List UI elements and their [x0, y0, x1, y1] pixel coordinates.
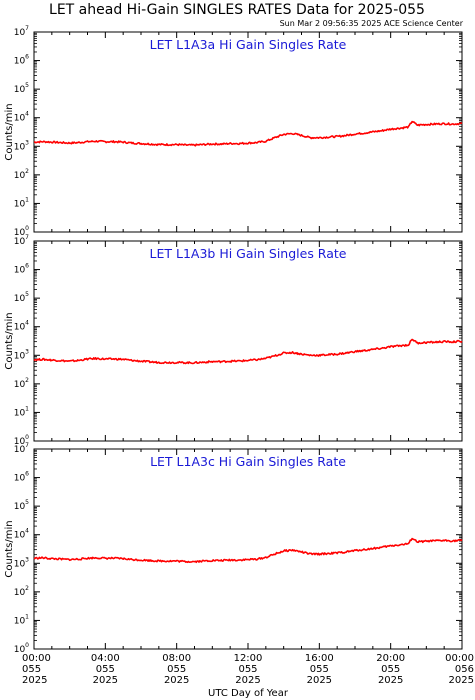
panel-l1a3a: 100 101 102 103 104 105 106 107 Counts/min LET L1… — [4, 25, 463, 238]
x-tick-label: 055 — [167, 664, 186, 675]
y-tick-label: 105 — [14, 82, 29, 95]
y-tick-label: 103 — [14, 556, 29, 569]
panel-l1a3c: 100 101 102 103 104 105 106 107 Counts/min LET L1… — [4, 442, 463, 655]
series-line — [33, 120, 463, 147]
x-axis-ticks: 00:00055202504:00055202508:00055202512:0… — [22, 653, 474, 686]
y-tick-label: 100 — [14, 434, 29, 447]
x-tick-label: 2025 — [307, 675, 332, 686]
x-tick-label: 00:00 — [22, 653, 51, 664]
plot-frame — [33, 31, 463, 233]
plot-frame — [33, 240, 463, 442]
y-tick-label: 104 — [14, 111, 29, 124]
x-tick-label: 2025 — [449, 675, 474, 686]
panel-title: LET L1A3b Hi Gain Singles Rate — [150, 246, 347, 261]
x-tick-label: 2025 — [235, 675, 260, 686]
x-tick-label: 055 — [238, 664, 257, 675]
x-tick-label: 2025 — [22, 675, 47, 686]
y-tick-label: 105 — [14, 499, 29, 512]
panel-title: LET L1A3a Hi Gain Singles Rate — [150, 37, 347, 52]
x-tick-label: 055 — [96, 664, 115, 675]
y-tick-label: 106 — [14, 471, 29, 484]
x-axis-label: UTC Day of Year — [208, 688, 289, 699]
x-tick-label: 12:00 — [234, 653, 263, 664]
y-tick-label: 106 — [14, 263, 29, 276]
y-tick-label: 103 — [14, 139, 29, 152]
y-tick-label: 102 — [14, 377, 29, 390]
y-tick-label: 103 — [14, 348, 29, 361]
timestamp: Sun Mar 2 09:56:35 2025 ACE Science Cent… — [280, 19, 464, 28]
y-tick-label: 106 — [14, 54, 29, 67]
series-line — [33, 537, 463, 564]
x-tick-label: 08:00 — [162, 653, 191, 664]
figure-title: LET ahead Hi-Gain SINGLES RATES Data for… — [49, 2, 425, 18]
x-tick-label: 055 — [310, 664, 329, 675]
panel-l1a3b: 100 101 102 103 104 105 106 107 Counts/min LET L1… — [4, 234, 463, 447]
x-tick-label: 2025 — [93, 675, 118, 686]
x-tick-label: 055 — [22, 664, 41, 675]
y-axis-label: Counts/min — [4, 103, 15, 160]
y-tick-label: 107 — [14, 25, 29, 38]
x-tick-label: 055 — [381, 664, 400, 675]
x-tick-label: 2025 — [378, 675, 403, 686]
y-tick-label: 100 — [14, 225, 29, 238]
series-line — [33, 338, 463, 365]
x-tick-label: 056 — [455, 664, 474, 675]
plot-frame — [33, 448, 463, 650]
x-tick-label: 04:00 — [91, 653, 120, 664]
y-tick-label: 102 — [14, 585, 29, 598]
y-tick-label: 101 — [14, 196, 29, 209]
y-tick-label: 105 — [14, 291, 29, 304]
x-tick-label: 00:00 — [445, 653, 474, 664]
x-tick-label: 16:00 — [305, 653, 334, 664]
y-tick-label: 104 — [14, 320, 29, 333]
y-tick-label: 107 — [14, 442, 29, 455]
panel-title: LET L1A3c Hi Gain Singles Rate — [150, 454, 346, 469]
y-axis-label: Counts/min — [4, 312, 15, 369]
y-tick-label: 101 — [14, 405, 29, 418]
x-tick-label: 2025 — [164, 675, 189, 686]
y-tick-label: 101 — [14, 613, 29, 626]
x-tick-label: 20:00 — [376, 653, 405, 664]
y-tick-label: 102 — [14, 168, 29, 181]
y-tick-label: 107 — [14, 234, 29, 247]
y-tick-label: 100 — [14, 642, 29, 655]
y-tick-label: 104 — [14, 528, 29, 541]
y-axis-label: Counts/min — [4, 520, 15, 577]
